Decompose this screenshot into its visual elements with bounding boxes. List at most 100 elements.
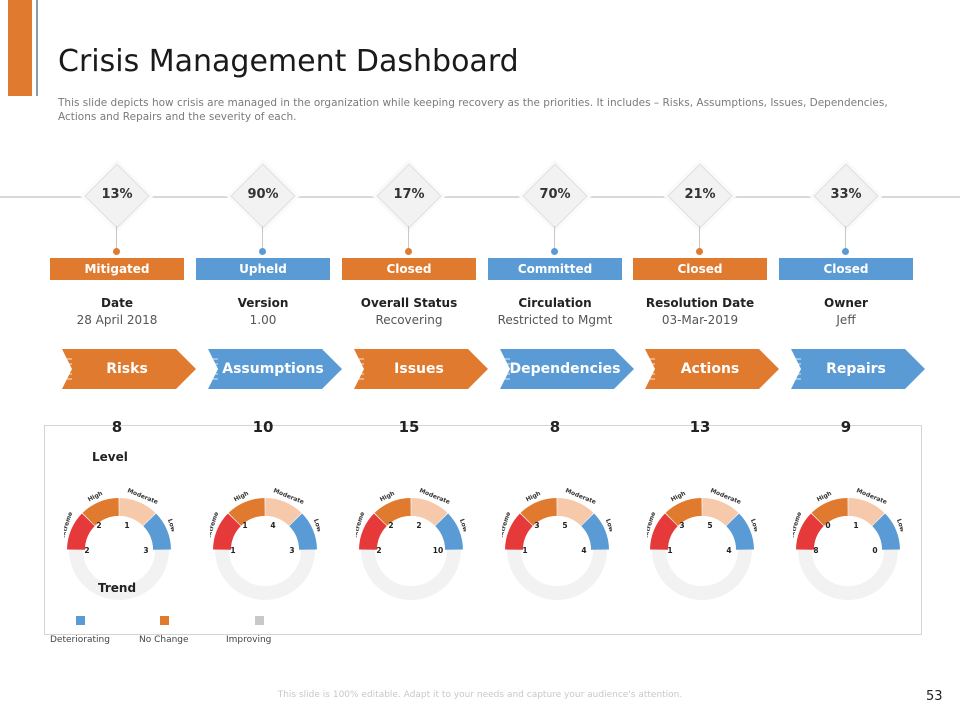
gauge-inner — [814, 516, 882, 550]
arrow-actions[interactable]: Actions — [641, 349, 779, 389]
gauge-track — [69, 500, 169, 600]
gauge-track — [215, 500, 315, 600]
meta-value-risks: 28 April 2018 — [76, 313, 158, 327]
percent-value-issues: 17% — [393, 187, 425, 202]
arrow-shape-actions — [643, 349, 779, 389]
gauge-label-low: Low — [458, 518, 466, 533]
arrow-repairs[interactable]: Repairs — [787, 349, 925, 389]
gauge-value-high: 2 — [96, 521, 101, 530]
gauge-value-extreme: 2 — [376, 546, 381, 555]
gauge-inner — [377, 516, 445, 550]
percent-value-repairs: 33% — [830, 187, 862, 202]
status-badge-issues: Closed — [342, 258, 476, 280]
gauge-label-low: Low — [166, 518, 174, 533]
gauge-value-moderate: 5 — [707, 521, 712, 530]
meta-label-issues: Overall Status — [360, 296, 458, 310]
gauge-assumptions: Extreme High Moderate Low 1 4 1 3 — [205, 480, 323, 610]
connector-dot-repairs — [842, 248, 849, 255]
meta-label-actions: Resolution Date — [645, 296, 755, 310]
arrow-risks[interactable]: Risks — [58, 349, 196, 389]
gauge-segment-moderate — [848, 498, 885, 526]
page-title: Crisis Management Dashboard — [58, 44, 519, 79]
gauge-segment-high — [82, 498, 119, 526]
gauge-value-extreme: 1 — [667, 546, 672, 555]
status-badge-repairs: Closed — [779, 258, 913, 280]
connector-stem-assumptions — [262, 226, 263, 250]
connector-dot-dependencies — [551, 248, 558, 255]
gauge-segment-high — [228, 498, 265, 526]
meta-label-dependencies: Circulation — [518, 296, 592, 310]
column-assumptions: 90% Upheld Version 1.00 Assumptions 10 Extreme… — [196, 0, 342, 720]
meta-label-assumptions: Version — [237, 296, 289, 310]
percent-value-actions: 21% — [684, 187, 716, 202]
gauge-segment-moderate — [557, 498, 594, 526]
percent-value-assumptions: 90% — [247, 187, 279, 202]
meta-value-actions: 03-Mar-2019 — [661, 313, 739, 327]
gauge-value-low: 4 — [726, 546, 731, 555]
column-dependencies: 70% Committed Circulation Restricted to Mgm… — [488, 0, 634, 720]
gauge-segment-low — [143, 513, 171, 550]
gauge-inner — [668, 516, 736, 550]
column-repairs: 33% Closed Owner Jeff Repairs 9 Extreme High Mod… — [779, 0, 925, 720]
meta-label-risks: Date — [101, 296, 133, 310]
gauge-value-low: 10 — [433, 546, 443, 555]
arrow-assumptions[interactable]: Assumptions — [204, 349, 342, 389]
arrow-shape-repairs — [789, 349, 925, 389]
level-count-dependencies: 8 — [549, 418, 561, 436]
gauge-inner — [523, 516, 591, 550]
legend-swatch-no-change — [160, 616, 169, 625]
gauge-repairs: Extreme High Moderate Low 0 1 8 0 — [788, 480, 906, 610]
meta-value-repairs: Jeff — [836, 313, 856, 327]
gauge-track — [361, 500, 461, 600]
connector-dot-issues — [405, 248, 412, 255]
arrow-shape-issues — [352, 349, 488, 389]
level-count-issues: 15 — [398, 418, 420, 436]
gauge-value-low: 3 — [289, 546, 294, 555]
gauge-segment-moderate — [119, 498, 156, 526]
connector-stem-dependencies — [554, 226, 555, 250]
gauge-segment-low — [289, 513, 317, 550]
gauge-inner — [85, 516, 153, 550]
legend-label-no-change: No Change — [139, 635, 189, 645]
page-number: 53 — [926, 689, 943, 704]
gauge-segment-high — [520, 498, 557, 526]
gauge-value-moderate: 5 — [562, 521, 567, 530]
gauge-track — [507, 500, 607, 600]
arrow-label-issues: Issues — [394, 361, 444, 377]
gauge-segment-extreme — [359, 513, 387, 550]
column-actions: 21% Closed Resolution Date 03-Mar-2019 Actio… — [633, 0, 779, 720]
connector-dot-assumptions — [259, 248, 266, 255]
gauge-value-extreme: 1 — [230, 546, 235, 555]
level-count-actions: 13 — [689, 418, 711, 436]
accent-line — [36, 0, 38, 96]
gauge-dependencies: Extreme High Moderate Low 3 5 1 4 — [497, 480, 615, 610]
gauge-segment-extreme — [505, 513, 533, 550]
gauge-segment-low — [581, 513, 609, 550]
gauge-label-low: Low — [604, 518, 612, 533]
gauge-value-low: 4 — [581, 546, 586, 555]
arrow-issues[interactable]: Issues — [350, 349, 488, 389]
trend-label: Trend — [98, 581, 137, 595]
status-badge-dependencies: Committed — [488, 258, 622, 280]
connector-stem-actions — [699, 226, 700, 250]
percent-value-risks: 13% — [101, 187, 133, 202]
gauge-value-low: 3 — [143, 546, 148, 555]
meta-value-dependencies: Restricted to Mgmt — [497, 313, 613, 327]
gauge-value-high: 3 — [679, 521, 684, 530]
gauge-value-moderate: 2 — [416, 521, 421, 530]
gauge-value-moderate: 1 — [124, 521, 129, 530]
percent-value-dependencies: 70% — [539, 187, 571, 202]
gauge-value-high: 0 — [825, 521, 830, 530]
meta-value-assumptions: 1.00 — [249, 313, 277, 327]
arrow-dependencies[interactable]: Dependencies — [496, 349, 634, 389]
arrow-label-assumptions: Assumptions — [222, 361, 324, 377]
accent-bar — [8, 0, 32, 96]
status-badge-assumptions: Upheld — [196, 258, 330, 280]
gauge-segment-low — [435, 513, 463, 550]
gauge-segment-low — [726, 513, 754, 550]
